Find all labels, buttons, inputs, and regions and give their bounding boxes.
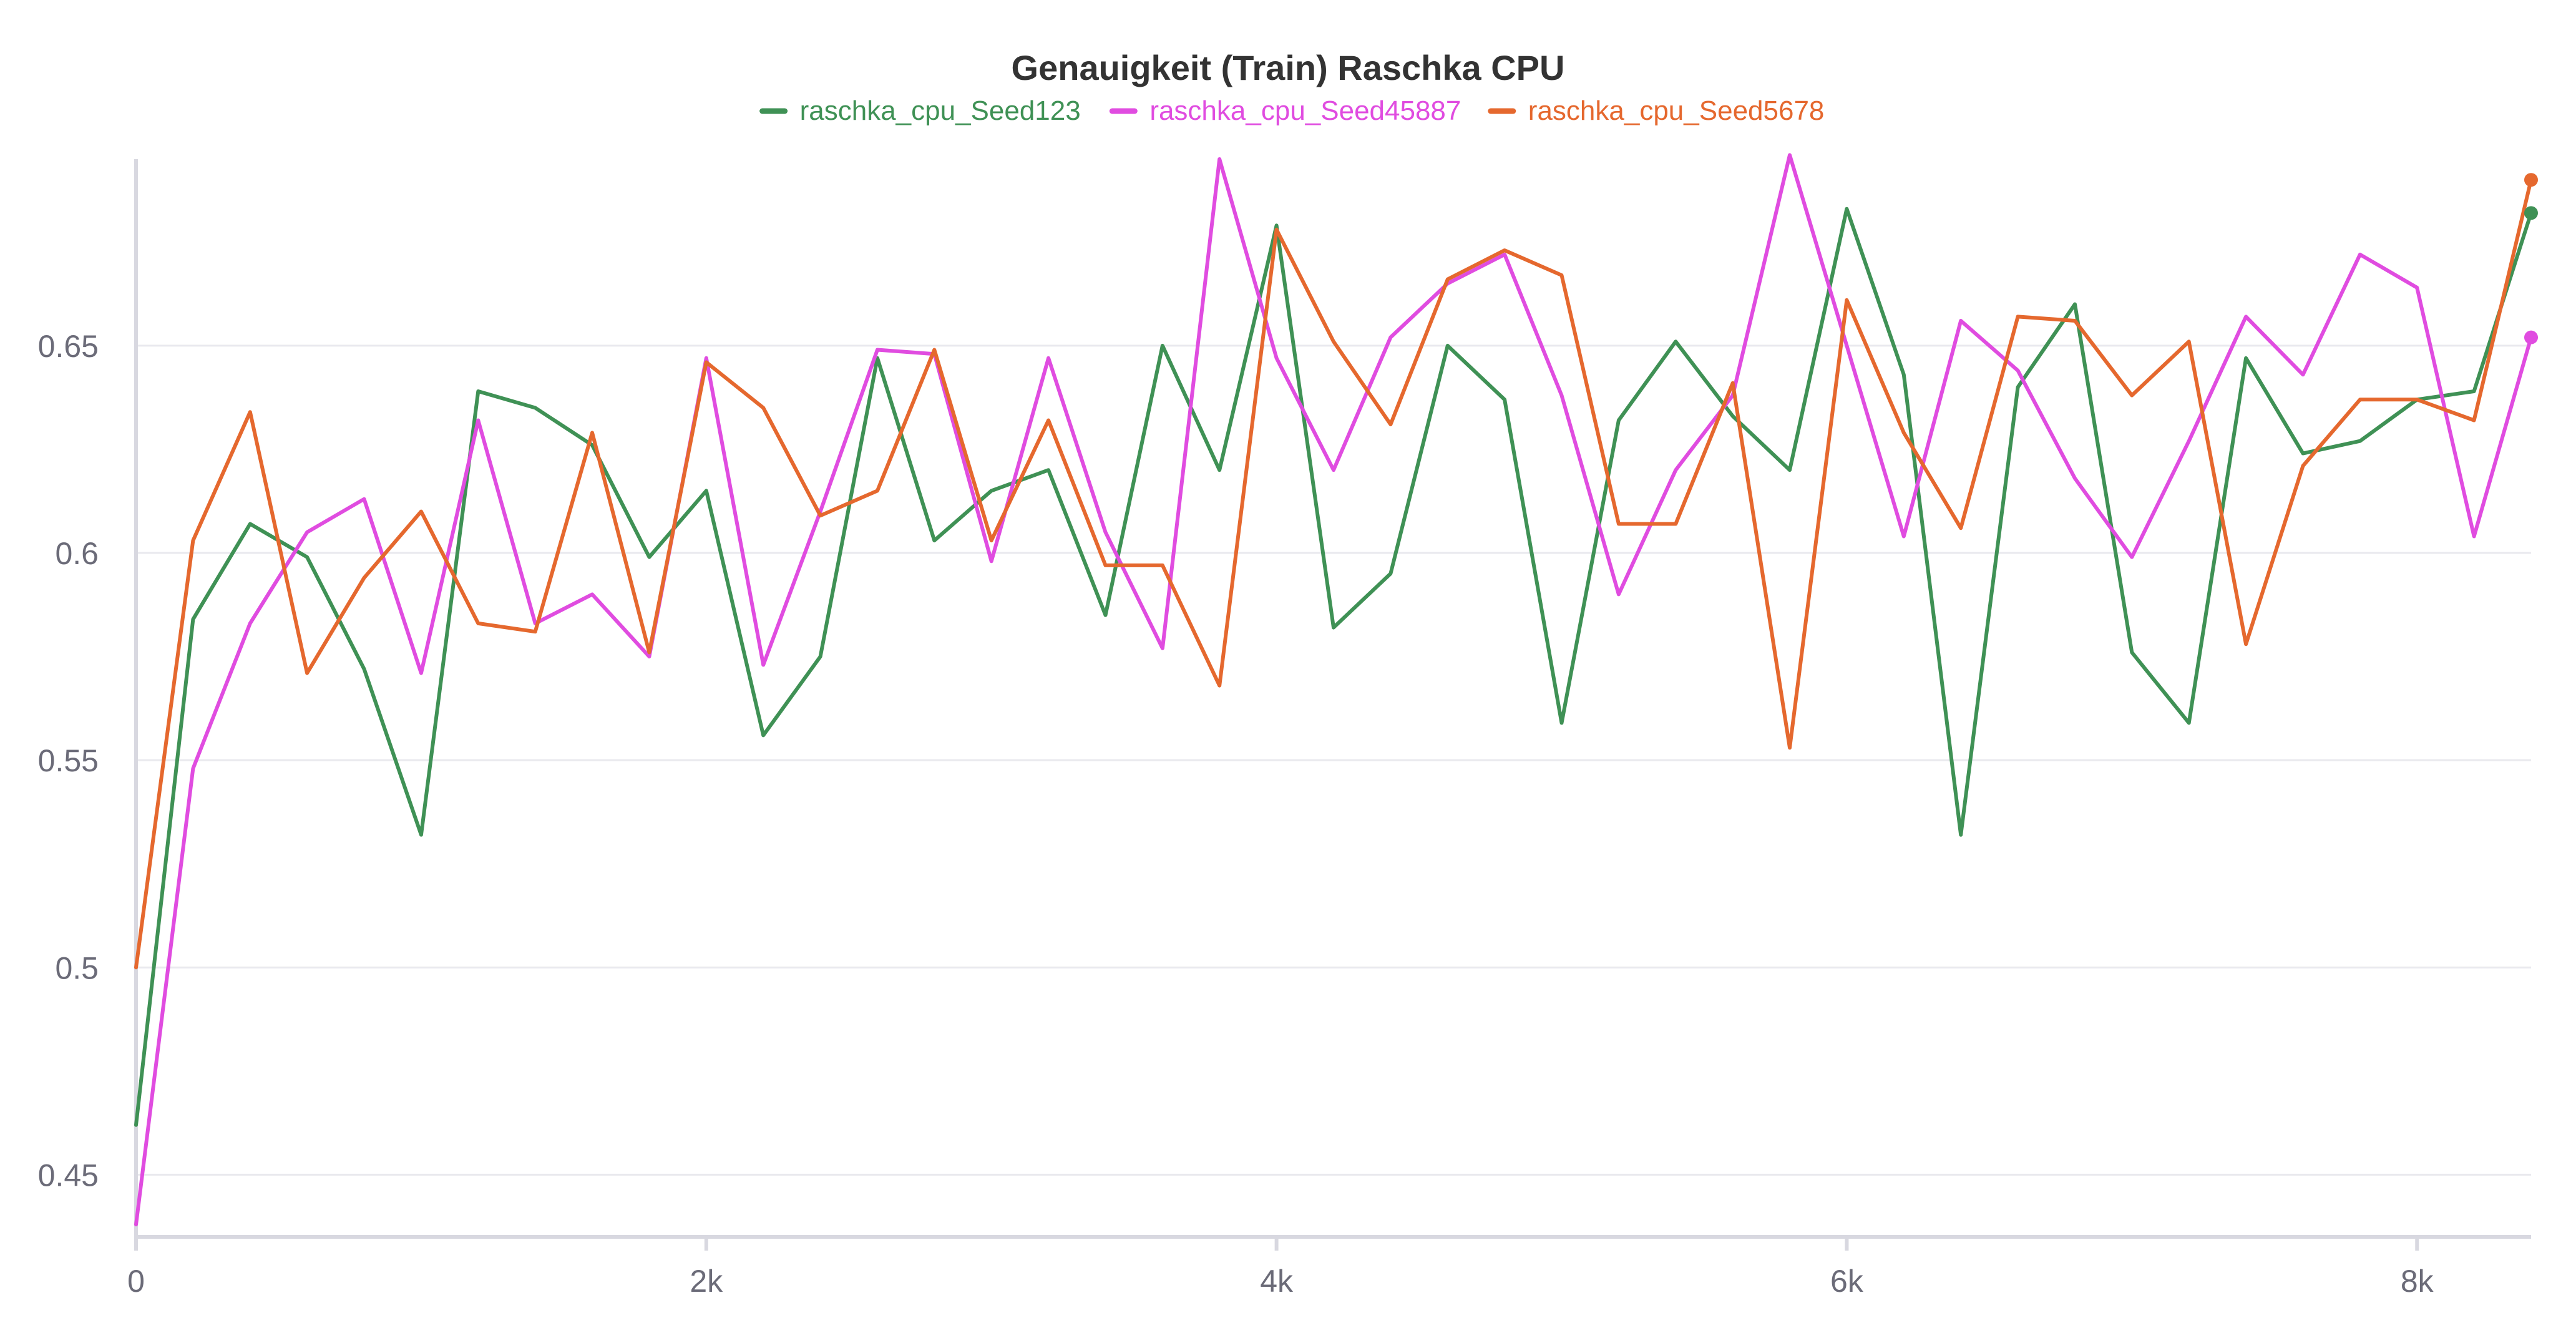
legend-item-raschka_cpu_Seed123[interactable]: raschka_cpu_Seed123 bbox=[759, 95, 1081, 126]
y-tick-label: 0.6 bbox=[55, 536, 99, 571]
y-tick-label: 0.65 bbox=[38, 329, 99, 364]
series-endpoint-raschka_cpu_Seed45887 bbox=[2524, 330, 2538, 344]
x-tick-label: 0 bbox=[127, 1264, 145, 1299]
y-tick-label: 0.55 bbox=[38, 743, 99, 778]
y-axis-ticks: 0.45 0.5 0.55 0.6 0.65 bbox=[38, 329, 99, 1193]
series-endpoint-raschka_cpu_Seed5678 bbox=[2524, 173, 2538, 187]
x-tick-label: 2k bbox=[690, 1264, 723, 1299]
legend: raschka_cpu_Seed123 raschka_cpu_Seed45887… bbox=[759, 95, 1825, 126]
legend-item-raschka_cpu_Seed45887[interactable]: raschka_cpu_Seed45887 bbox=[1109, 95, 1461, 126]
series-lines bbox=[134, 153, 2533, 1227]
legend-label: raschka_cpu_Seed5678 bbox=[1528, 95, 1825, 126]
legend-label: raschka_cpu_Seed123 bbox=[800, 95, 1081, 126]
series-line-raschka_cpu_Seed123 bbox=[134, 207, 2533, 1127]
x-axis-ticks: 0 2k 4k 6k 8k bbox=[127, 1237, 2434, 1299]
series-endpoint-raschka_cpu_Seed123 bbox=[2524, 206, 2538, 220]
x-tick-label: 8k bbox=[2401, 1264, 2434, 1299]
x-tick-label: 6k bbox=[1830, 1264, 1864, 1299]
x-tick-label: 4k bbox=[1260, 1264, 1294, 1299]
y-tick-label: 0.5 bbox=[55, 950, 99, 985]
gridlines bbox=[136, 344, 2531, 1176]
legend-label: raschka_cpu_Seed45887 bbox=[1149, 95, 1461, 126]
series-endpoints bbox=[2524, 173, 2538, 344]
y-tick-label: 0.45 bbox=[38, 1158, 99, 1193]
legend-item-raschka_cpu_Seed5678[interactable]: raschka_cpu_Seed5678 bbox=[1488, 95, 1825, 126]
series-line-raschka_cpu_Seed5678 bbox=[134, 178, 2533, 970]
axes bbox=[134, 159, 2531, 1239]
chart-title: Genauigkeit (Train) Raschka CPU bbox=[1012, 48, 1565, 87]
series-line-raschka_cpu_Seed45887 bbox=[134, 153, 2533, 1227]
